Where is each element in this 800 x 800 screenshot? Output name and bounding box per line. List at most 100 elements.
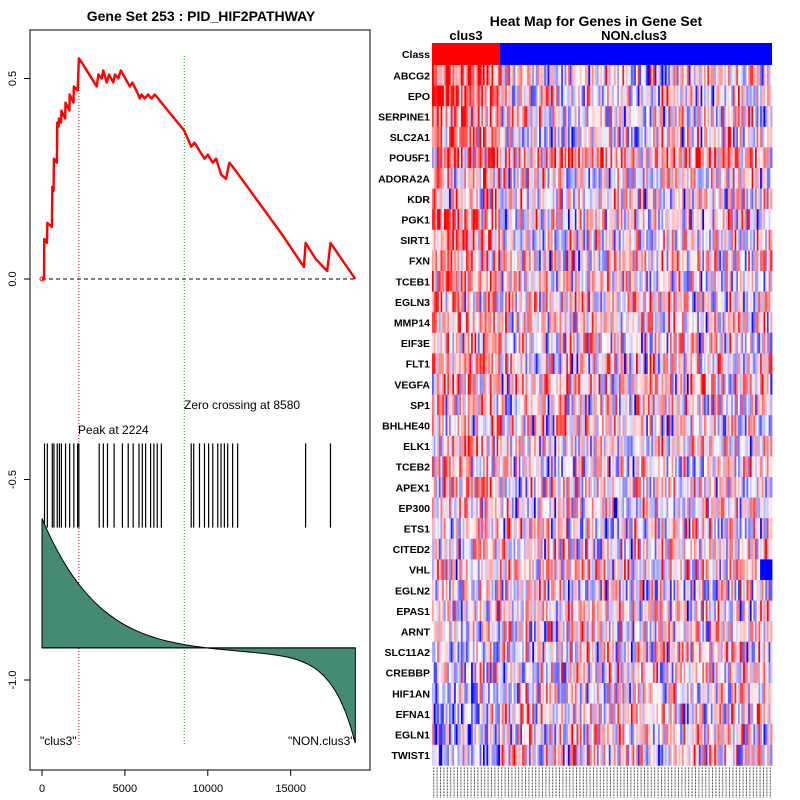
heatmap-cell bbox=[568, 250, 571, 272]
heatmap-cell bbox=[698, 85, 701, 107]
heatmap-cell bbox=[481, 168, 484, 189]
heatmap-cell bbox=[676, 209, 679, 231]
heatmap-cell bbox=[588, 353, 591, 375]
heatmap-cell bbox=[562, 497, 565, 519]
heatmap-cell bbox=[636, 538, 639, 560]
heatmap-cell bbox=[615, 559, 618, 581]
heatmap-cell bbox=[532, 332, 535, 354]
heatmap-cell bbox=[483, 65, 486, 86]
heatmap-cell bbox=[653, 435, 656, 457]
heatmap-cell bbox=[700, 477, 703, 498]
heatmap-cell bbox=[704, 291, 707, 313]
heatmap-cell bbox=[437, 518, 440, 540]
heatmap-cell bbox=[654, 271, 657, 292]
heatmap-cell bbox=[649, 291, 652, 313]
heatmap-cell bbox=[552, 291, 555, 313]
heatmap-cell bbox=[666, 65, 669, 86]
heatmap-cell bbox=[556, 291, 559, 313]
heatmap-cell bbox=[675, 332, 678, 354]
heatmap-cell bbox=[622, 271, 625, 292]
heatmap-cell bbox=[731, 168, 734, 189]
heatmap-cell bbox=[712, 250, 715, 272]
heatmap-cell bbox=[654, 65, 657, 86]
heatmap-cell bbox=[768, 394, 771, 416]
heatmap-cell bbox=[479, 497, 482, 519]
heatmap-cell bbox=[680, 106, 683, 128]
heatmap-cell bbox=[612, 415, 615, 437]
heatmap-cell bbox=[462, 353, 465, 375]
heatmap-cell bbox=[544, 229, 547, 251]
heatmap-cell bbox=[537, 332, 540, 354]
heatmap-cell bbox=[486, 250, 489, 272]
heatmap-cell bbox=[678, 497, 681, 519]
heatmap-cell bbox=[484, 271, 487, 292]
heatmap-cell bbox=[576, 188, 579, 210]
heatmap-cell bbox=[670, 250, 673, 272]
class-a-bar bbox=[432, 43, 500, 65]
heatmap-cell bbox=[450, 106, 453, 128]
heatmap-cell bbox=[719, 188, 722, 210]
heatmap-cell bbox=[445, 477, 448, 498]
heatmap-cell bbox=[527, 374, 530, 395]
heatmap-cell bbox=[532, 312, 535, 334]
heatmap-cell bbox=[761, 374, 764, 395]
heatmap-cell bbox=[571, 85, 574, 107]
heatmap-cell bbox=[433, 332, 436, 354]
heatmap-cell bbox=[724, 497, 727, 519]
heatmap-cell bbox=[605, 538, 608, 560]
heatmap-cell bbox=[518, 291, 521, 313]
heatmap-cell bbox=[644, 250, 647, 272]
heatmap-cell bbox=[525, 353, 528, 375]
heatmap-cell bbox=[588, 271, 591, 292]
heatmap-cell bbox=[511, 168, 514, 189]
heatmap-cell bbox=[658, 168, 661, 189]
heatmap-cell bbox=[615, 332, 618, 354]
heatmap-cell bbox=[675, 85, 678, 107]
heatmap-cell bbox=[758, 456, 761, 478]
heatmap-cell bbox=[653, 538, 656, 560]
heatmap-cell bbox=[530, 312, 533, 334]
heatmap-cell bbox=[729, 497, 732, 519]
heatmap-cell bbox=[607, 415, 610, 437]
heatmap-cell bbox=[505, 147, 508, 169]
heatmap-cell bbox=[714, 229, 717, 251]
heatmap-cell bbox=[636, 456, 639, 478]
heatmap-cell bbox=[644, 456, 647, 478]
heatmap-cell bbox=[506, 188, 509, 210]
heatmap-cell bbox=[768, 65, 771, 86]
heatmap-cell bbox=[455, 353, 458, 375]
heatmap-cell bbox=[450, 126, 453, 148]
heatmap-cell bbox=[664, 374, 667, 395]
heatmap-cell bbox=[588, 394, 591, 416]
heatmap-cell bbox=[545, 65, 548, 86]
heatmap-cell bbox=[469, 559, 472, 581]
heatmap-cell bbox=[527, 435, 530, 457]
heatmap-cell bbox=[488, 188, 491, 210]
heatmap-cell bbox=[743, 477, 746, 498]
heatmap-cell bbox=[556, 250, 559, 272]
heatmap-cell bbox=[517, 168, 520, 189]
heatmap-cell bbox=[472, 65, 475, 86]
heatmap-cell bbox=[695, 250, 698, 272]
heatmap-cell bbox=[724, 538, 727, 560]
heatmap-cell bbox=[612, 332, 615, 354]
heatmap-cell bbox=[632, 250, 635, 272]
heatmap-cell bbox=[554, 291, 557, 313]
heatmap-cell bbox=[544, 188, 547, 210]
heatmap-cell bbox=[704, 250, 707, 272]
heatmap-cell bbox=[437, 332, 440, 354]
heatmap-cell bbox=[486, 538, 489, 560]
heatmap-cell bbox=[464, 538, 467, 560]
heatmap-cell bbox=[474, 456, 477, 478]
heatmap-cell bbox=[435, 188, 438, 210]
heatmap-cell bbox=[576, 106, 579, 128]
heatmap-cell bbox=[462, 456, 465, 478]
heatmap-cell bbox=[731, 435, 734, 457]
heatmap-cell bbox=[766, 126, 769, 148]
heatmap-cell bbox=[471, 106, 474, 128]
heatmap-cell bbox=[664, 209, 667, 231]
heatmap-cell bbox=[709, 65, 712, 86]
heatmap-cell bbox=[494, 271, 497, 292]
heatmap-cell bbox=[561, 229, 564, 251]
heatmap-cell bbox=[574, 332, 577, 354]
